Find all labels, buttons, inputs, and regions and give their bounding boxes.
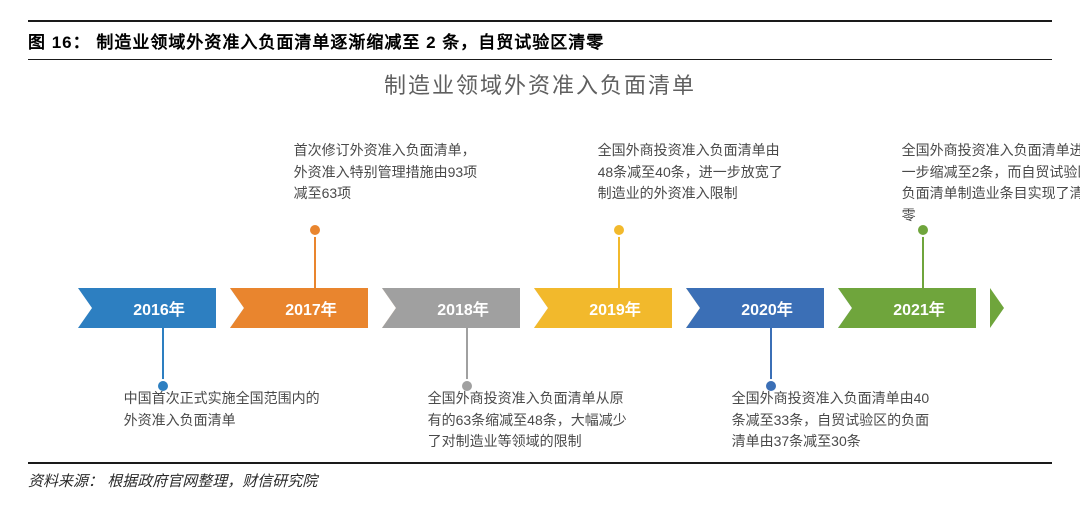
source-line: 资料来源： 根据政府官网整理，财信研究院: [28, 470, 1052, 491]
timeline-desc: 首次修订外资准入负面清单，外资准入特别管理措施由93项减至63项: [294, 140, 489, 205]
timeline-desc: 全国外商投资准入负面清单进一步缩减至2条，而自贸试验区负面清单制造业条目实现了清…: [902, 140, 1080, 227]
timeline-dot: [612, 223, 626, 237]
timeline-pin: [922, 230, 924, 288]
timeline-desc: 全国外商投资准入负面清单由40条减至33条，自贸试验区的负面清单由37条减至30…: [732, 388, 932, 453]
timeline-chevron: 2017年: [230, 288, 382, 328]
timeline-pin: [314, 230, 316, 288]
timeline-year-label: 2018年: [427, 296, 489, 320]
timeline-desc: 全国外商投资准入负面清单从原有的63条缩减至48条，大幅减少了对制造业等领域的限…: [428, 388, 628, 453]
timeline-year-label: 2021年: [883, 296, 945, 320]
timeline-chevron: 2021年: [838, 288, 990, 328]
timeline-chevron: 2018年: [382, 288, 534, 328]
footer-rule: 资料来源： 根据政府官网整理，财信研究院: [28, 462, 1052, 491]
arrow-row: 2016年 2017年 2018年 2019年 2020年 2021年: [78, 288, 990, 328]
timeline: 2016年 2017年 2018年 2019年 2020年 2021年 中国首次正式实施全…: [28, 100, 1052, 460]
figure-header: 图 16： 制造业领域外资准入负面清单逐渐缩减至 2 条，自贸试验区清零: [28, 20, 1052, 60]
timeline-chevron: 2016年: [78, 288, 230, 328]
timeline-year-label: 2020年: [731, 296, 793, 320]
timeline-chevron: 2019年: [534, 288, 686, 328]
timeline-year-label: 2019年: [579, 296, 641, 320]
timeline-desc: 中国首次正式实施全国范围内的外资准入负面清单: [124, 388, 324, 431]
figure-label: 图 16：: [28, 33, 91, 52]
source-text: 根据政府官网整理，财信研究院: [107, 473, 317, 490]
timeline-year-label: 2016年: [123, 296, 185, 320]
timeline-pin: [162, 328, 164, 386]
source-prefix: 资料来源：: [28, 473, 103, 490]
figure-caption: 制造业领域外资准入负面清单逐渐缩减至 2 条，自贸试验区清零: [96, 33, 604, 52]
chart-title: 制造业领域外资准入负面清单: [28, 68, 1052, 100]
timeline-year-label: 2017年: [275, 296, 337, 320]
timeline-dot: [308, 223, 322, 237]
timeline-chevron: 2020年: [686, 288, 838, 328]
timeline-pin: [770, 328, 772, 386]
timeline-pin: [466, 328, 468, 386]
timeline-desc: 全国外商投资准入负面清单由48条减至40条，进一步放宽了制造业的外资准入限制: [598, 140, 793, 205]
timeline-pin: [618, 230, 620, 288]
